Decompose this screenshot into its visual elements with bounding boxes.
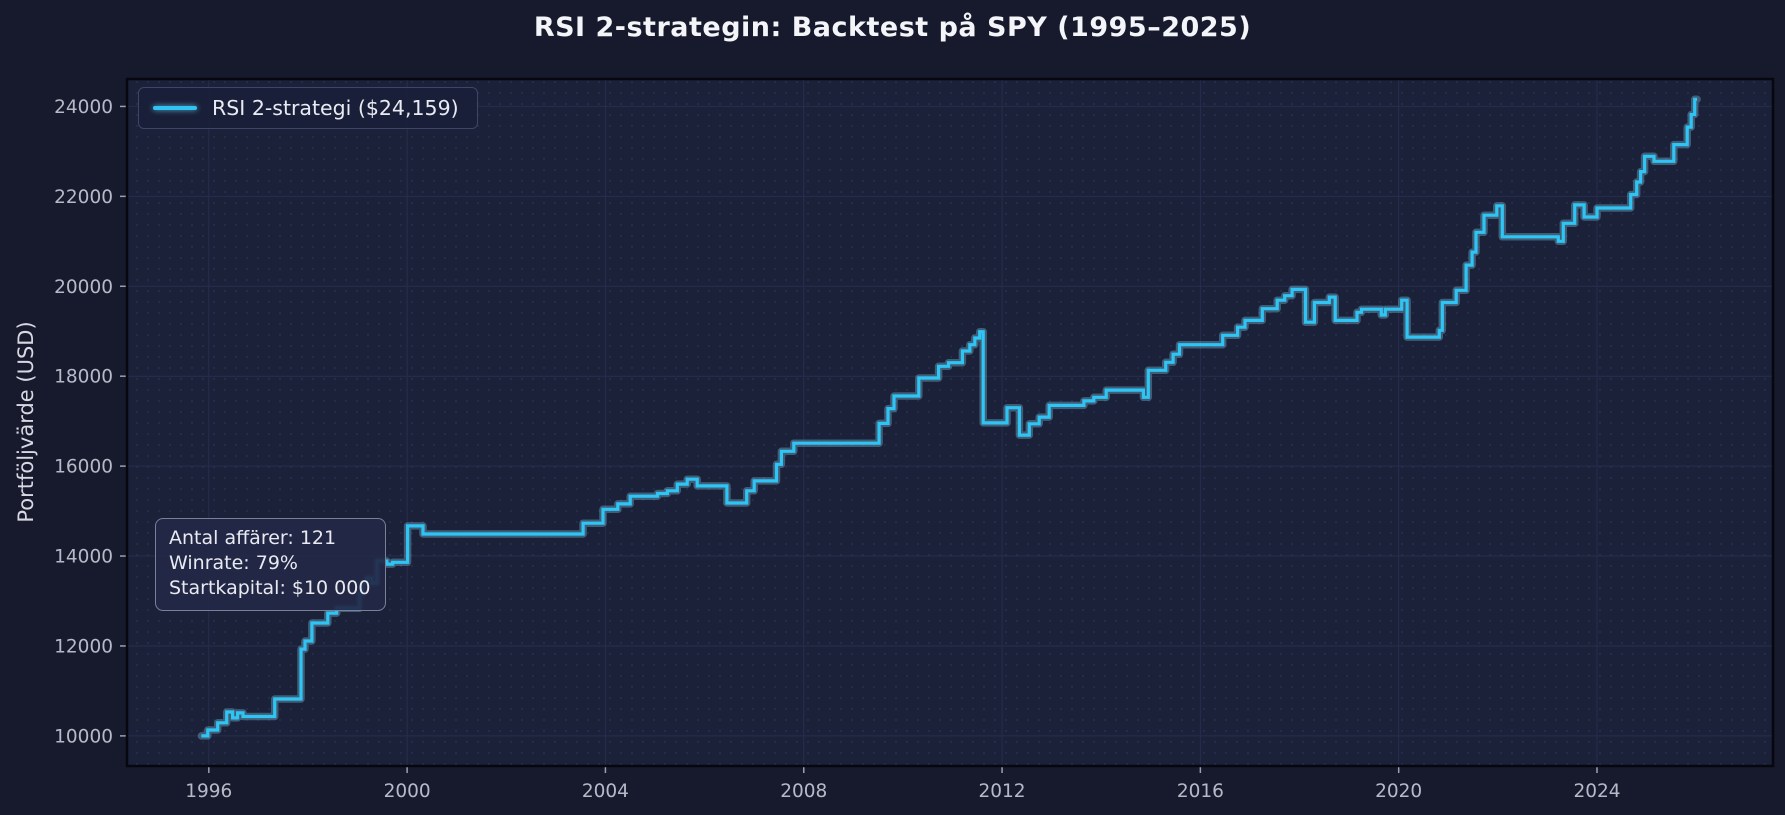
- x-tick-label: 2008: [780, 781, 827, 802]
- annotation-winrate: Winrate: 79%: [169, 552, 298, 574]
- y-tick-label: 10000: [54, 726, 113, 747]
- chart-title: RSI 2-strategin: Backtest på SPY (1995–2…: [533, 12, 1252, 43]
- y-tick-label: 24000: [54, 97, 113, 118]
- axes-spine: [125, 77, 1775, 768]
- x-tick-label: 2024: [1573, 781, 1620, 802]
- y-tick-label: 12000: [54, 636, 113, 657]
- y-tick-label: 20000: [54, 277, 113, 298]
- stats-annotation: Antal affärer: 121 Winrate: 79% Startkap…: [155, 518, 387, 611]
- x-tick-label: 2000: [384, 781, 431, 802]
- y-tick-label: 18000: [54, 367, 113, 388]
- y-tick-label: 16000: [54, 457, 113, 478]
- x-tick-label: 2012: [979, 781, 1026, 802]
- x-tick-label: 2016: [1177, 781, 1224, 802]
- x-tick-label: 2020: [1375, 781, 1422, 802]
- annotation-trades: Antal affärer: 121: [169, 527, 337, 549]
- legend-line-swatch: [153, 106, 197, 110]
- annotation-startcapital: Startkapital: $10 000: [169, 577, 371, 599]
- gridlines: [127, 79, 1773, 766]
- x-tick-label: 2004: [582, 781, 629, 802]
- y-axis-label: Portföljvärde (USD): [14, 321, 38, 523]
- tick-labels: 1996 2000 2004 2008 2012 2016 2020 2024 10000 120…: [54, 97, 1620, 802]
- legend: RSI 2-strategi ($24,159): [138, 87, 478, 129]
- y-tick-label: 14000: [54, 547, 113, 568]
- x-tick-label: 1996: [185, 781, 232, 802]
- legend-label: RSI 2-strategi ($24,159): [212, 96, 459, 120]
- y-tick-label: 22000: [54, 187, 113, 208]
- minor-grid-dots: [127, 79, 1773, 766]
